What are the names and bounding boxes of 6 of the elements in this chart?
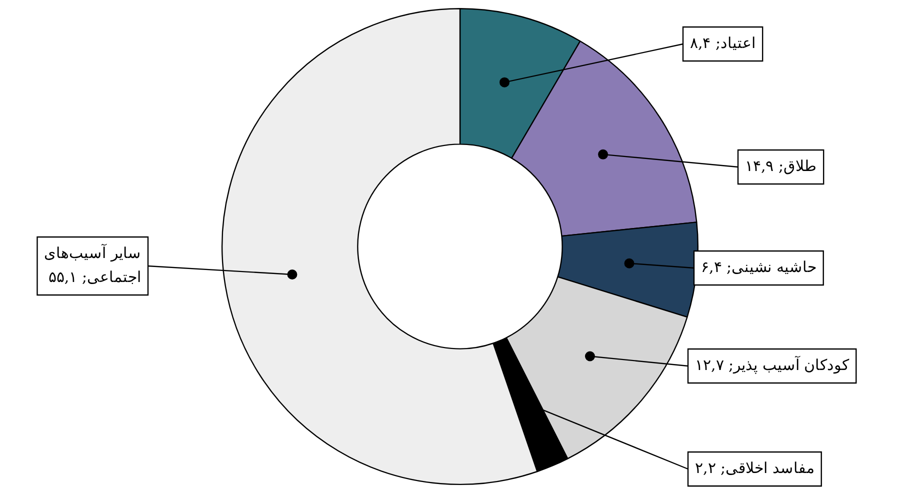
slice-label: طلاق; ۱۴,۹ (744, 156, 817, 175)
slice-label: سایر آسیب‌های اجتماعی; ۵۵,۱ (44, 244, 141, 286)
slice-label: کودکان آسیب پذیر; ۱۲,۷ (694, 356, 850, 374)
slice-label: حاشیه نشینی; ۶,۴ (700, 258, 816, 276)
slice-label: اعتیاد; ۸,۴ (690, 34, 756, 52)
slice-label: مفاسد اخلاقی; ۲,۲ (694, 458, 814, 477)
